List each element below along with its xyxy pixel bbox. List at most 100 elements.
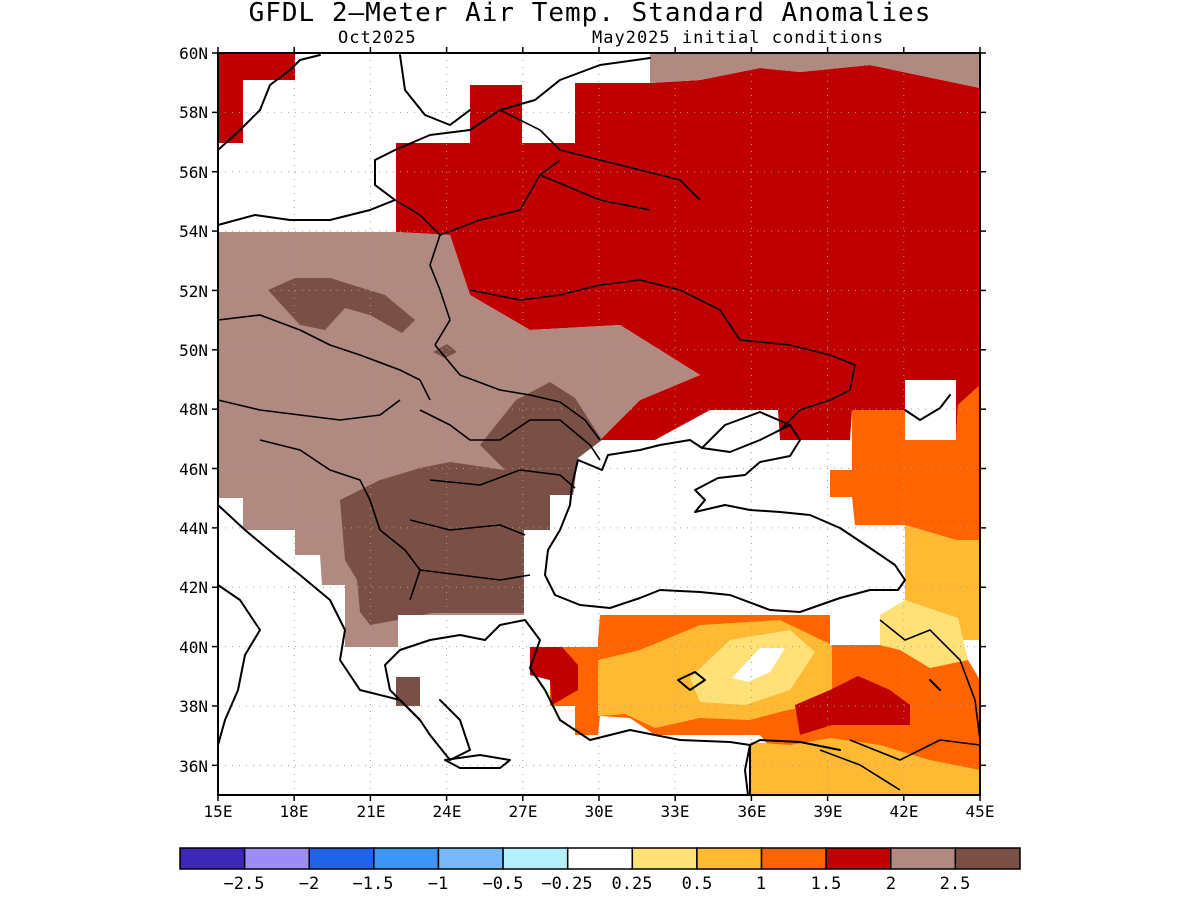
colorbar-label: −0.5 bbox=[483, 874, 524, 894]
lat-tick-label: 54N bbox=[179, 222, 208, 241]
lon-tick-label: 27E bbox=[509, 802, 538, 821]
anomaly-gap-aegean bbox=[398, 615, 598, 647]
border-turkey-east bbox=[849, 619, 981, 761]
border-romania bbox=[419, 409, 601, 489]
azov-sea-coastline bbox=[701, 411, 791, 449]
border-poland-east bbox=[394, 199, 451, 346]
border-syria-iraq bbox=[819, 749, 901, 791]
anomaly-region-central-europe bbox=[218, 232, 700, 647]
crete-island bbox=[444, 754, 511, 769]
border-ukraine-south bbox=[434, 344, 601, 441]
colorbar-swatch bbox=[308, 847, 375, 870]
lon-tick-label: 39E bbox=[814, 802, 843, 821]
lon-tick-label: 45E bbox=[966, 802, 995, 821]
colorbar-swatch bbox=[631, 847, 698, 870]
anomaly-region-caucasus bbox=[830, 385, 980, 540]
border-russia-north bbox=[499, 109, 701, 211]
map-title: GFDL 2–Meter Air Temp. Standard Anomalie… bbox=[248, 0, 932, 28]
lon-tick-label: 24E bbox=[433, 802, 462, 821]
border-ukraine-east bbox=[639, 279, 856, 431]
valid-month-label: Oct2025 bbox=[338, 28, 417, 48]
colorbar-label: 2 bbox=[886, 874, 896, 894]
colorbar bbox=[179, 847, 1021, 870]
italy-coastline bbox=[217, 584, 261, 746]
lat-tick-label: 38N bbox=[179, 697, 208, 716]
colorbar-swatch bbox=[437, 847, 504, 870]
colorbar-swatch bbox=[502, 847, 569, 870]
border-belarus bbox=[439, 159, 641, 301]
baltic-coastline bbox=[217, 57, 651, 226]
colorbar-label: −1 bbox=[428, 874, 448, 894]
colorbar-swatch bbox=[890, 847, 957, 870]
anomaly-gap-caspian bbox=[830, 615, 880, 645]
levant-coastline bbox=[749, 739, 841, 751]
colorbar-swatch bbox=[825, 847, 892, 870]
colorbar-label: 0.25 bbox=[612, 874, 653, 894]
colorbar-labels: −2.5 −2 −1.5 −1 −0.5 −0.25 0.25 0.5 1 1.… bbox=[224, 874, 971, 894]
colorbar-swatch bbox=[696, 847, 763, 870]
lat-tick-label: 52N bbox=[179, 282, 208, 301]
colorbar-label: −1.5 bbox=[353, 874, 394, 894]
colorbar-label: 0.5 bbox=[682, 874, 713, 894]
lon-tick-label: 36E bbox=[738, 802, 767, 821]
initial-conditions-label: May2025 initial conditions bbox=[592, 28, 885, 48]
border-central-europe bbox=[217, 314, 431, 401]
lat-tick-label: 42N bbox=[179, 578, 208, 597]
anomaly-spot-greece bbox=[396, 677, 420, 706]
colorbar-label: 1 bbox=[756, 874, 766, 894]
anomaly-shading bbox=[218, 53, 980, 795]
anomaly-region-east-turkey-low bbox=[880, 600, 968, 668]
lon-tick-label: 18E bbox=[280, 802, 309, 821]
colorbar-label: −0.25 bbox=[541, 874, 592, 894]
scandinavia-coastline bbox=[217, 54, 471, 151]
border-austria-hungary bbox=[217, 399, 401, 421]
axis-ticks bbox=[212, 47, 986, 801]
anomaly-region-russia bbox=[396, 65, 980, 440]
lon-tick-label: 42E bbox=[890, 802, 919, 821]
colorbar-swatch bbox=[954, 847, 1021, 870]
colorbar-swatch bbox=[179, 847, 246, 870]
colorbar-label: −2 bbox=[299, 874, 319, 894]
lat-tick-label: 46N bbox=[179, 460, 208, 479]
latitude-axis-labels: 60N 58N 56N 54N 52N 50N 48N 46N 44N 42N … bbox=[179, 44, 208, 776]
colorbar-label: 1.5 bbox=[811, 874, 842, 894]
colorbar-swatch bbox=[566, 847, 634, 870]
black-sea-coastline bbox=[544, 424, 906, 613]
lat-tick-label: 50N bbox=[179, 341, 208, 360]
caspian-coastline bbox=[904, 394, 951, 691]
colorbar-label: −2.5 bbox=[224, 874, 265, 894]
anomaly-gap-ne bbox=[905, 380, 956, 440]
lon-tick-label: 30E bbox=[585, 802, 614, 821]
lon-tick-label: 33E bbox=[661, 802, 690, 821]
greece-coastline bbox=[384, 649, 471, 761]
anomaly-region-scandinavia bbox=[218, 53, 295, 143]
coastlines-and-borders bbox=[217, 54, 951, 796]
lat-tick-label: 36N bbox=[179, 757, 208, 776]
lat-tick-label: 58N bbox=[179, 103, 208, 122]
colorbar-swatch bbox=[243, 847, 310, 870]
colorbar-swatch bbox=[760, 847, 827, 870]
lat-tick-label: 44N bbox=[179, 519, 208, 538]
anomaly-spot-turkey-white bbox=[732, 648, 785, 682]
country-borders bbox=[217, 109, 981, 791]
anomaly-region-southeast-mid bbox=[750, 738, 980, 795]
anomaly-core-poland bbox=[268, 278, 415, 333]
eastern-mediterranean-border bbox=[744, 744, 751, 796]
colorbar-swatch bbox=[373, 847, 440, 870]
cyprus-island bbox=[677, 671, 706, 691]
lon-tick-label: 15E bbox=[204, 802, 233, 821]
anomaly-spot-small bbox=[433, 344, 457, 358]
lat-tick-label: 56N bbox=[179, 163, 208, 182]
adriatic-coastline bbox=[217, 504, 421, 721]
border-bulgaria bbox=[409, 519, 531, 581]
anomaly-core-east-turkey bbox=[795, 676, 910, 735]
lat-tick-label: 60N bbox=[179, 44, 208, 63]
border-balkans bbox=[259, 439, 421, 601]
colorbar-label: 2.5 bbox=[940, 874, 971, 894]
anomaly-core-balkans bbox=[340, 382, 602, 625]
anomaly-core-west-turkey bbox=[530, 647, 578, 705]
aegean-coastline bbox=[399, 619, 751, 796]
anomaly-region-northeast-corner bbox=[650, 53, 980, 88]
longitude-axis-labels: 15E 18E 21E 24E 27E 30E 33E 36E 39E 42E … bbox=[204, 802, 995, 821]
